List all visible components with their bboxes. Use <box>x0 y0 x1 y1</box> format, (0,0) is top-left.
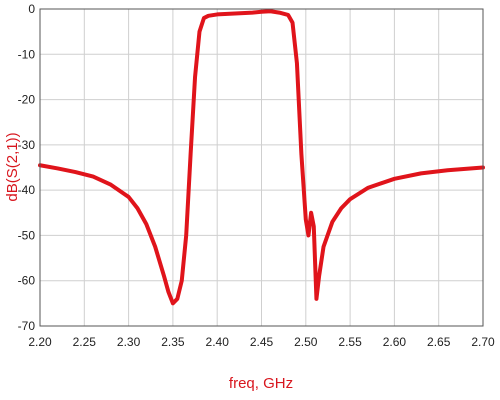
x-tick-label: 2.20 <box>28 335 52 349</box>
series-layer <box>38 9 485 306</box>
x-axis-label: freq, GHz <box>229 375 293 392</box>
y-tick-label: -50 <box>18 228 36 242</box>
plot-frame <box>39 8 484 327</box>
y-tick-label: -20 <box>18 93 36 107</box>
series-line-0 <box>38 9 485 306</box>
x-tick-label: 2.30 <box>117 335 141 349</box>
y-tick-label: -60 <box>18 274 36 288</box>
y-tick-label: -10 <box>18 47 36 61</box>
x-tick-label: 2.25 <box>73 335 97 349</box>
x-tick-label: 2.50 <box>294 335 318 349</box>
y-axis-label: dB(S(2,1)) <box>4 132 21 201</box>
y-tick-label: -40 <box>18 183 36 197</box>
x-tick-label: 2.40 <box>206 335 230 349</box>
y-tick-label: -30 <box>18 138 36 152</box>
y-tick-label: 0 <box>28 2 35 16</box>
x-tick-label: 2.45 <box>250 335 274 349</box>
x-tick-label: 2.70 <box>471 335 495 349</box>
y-tick-label: -70 <box>18 319 36 333</box>
x-tick-labels: 2.20 2.25 2.30 2.35 2.40 2.45 2.50 2.55 2.60 2.65… <box>28 335 495 349</box>
x-tick-label: 2.60 <box>383 335 407 349</box>
x-tick-label: 2.55 <box>338 335 362 349</box>
x-tick-label: 2.65 <box>427 335 451 349</box>
x-tick-label: 2.35 <box>161 335 185 349</box>
y-tick-labels: 0 -10 -20 -30 -40 -50 -60 -70 <box>18 2 36 333</box>
